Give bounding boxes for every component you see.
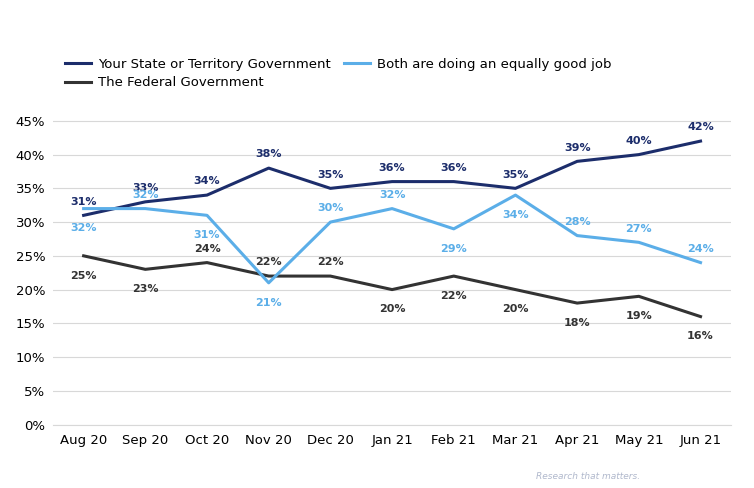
Text: 36%: 36%	[440, 163, 467, 173]
Text: 27%: 27%	[626, 224, 652, 234]
Text: 30%: 30%	[317, 203, 344, 213]
Text: 22%: 22%	[440, 291, 467, 301]
Text: 39%: 39%	[564, 142, 590, 153]
Text: The: The	[537, 438, 553, 447]
Text: 42%: 42%	[687, 122, 714, 132]
Text: 18%: 18%	[564, 318, 590, 328]
Text: 34%: 34%	[502, 210, 529, 220]
Text: 20%: 20%	[379, 305, 406, 314]
Text: 20%: 20%	[502, 305, 529, 314]
Text: 36%: 36%	[379, 163, 406, 173]
Text: 35%: 35%	[317, 169, 344, 180]
Text: 40%: 40%	[626, 136, 652, 146]
Text: 31%: 31%	[70, 197, 97, 206]
Text: 19%: 19%	[626, 311, 652, 321]
Text: 16%: 16%	[687, 331, 714, 342]
Text: 22%: 22%	[317, 257, 344, 267]
Text: 29%: 29%	[440, 244, 467, 254]
Text: 24%: 24%	[194, 244, 220, 254]
Text: 25%: 25%	[70, 271, 97, 281]
Text: 38%: 38%	[256, 149, 282, 159]
Text: 32%: 32%	[132, 190, 158, 200]
Text: 33%: 33%	[132, 183, 158, 193]
Text: 22%: 22%	[256, 257, 282, 267]
Legend: Your State or Territory Government, The Federal Government, Both are doing an eq: Your State or Territory Government, The …	[60, 53, 616, 94]
Text: 28%: 28%	[564, 217, 590, 227]
Text: 34%: 34%	[194, 176, 220, 186]
Text: 35%: 35%	[502, 169, 529, 180]
Text: 23%: 23%	[132, 284, 158, 294]
Text: Australia Institute: Australia Institute	[537, 450, 688, 466]
Text: 24%: 24%	[687, 244, 714, 254]
Text: 31%: 31%	[194, 230, 220, 240]
Text: 32%: 32%	[70, 224, 97, 233]
Text: 21%: 21%	[256, 298, 282, 307]
Text: 32%: 32%	[379, 190, 406, 200]
Text: Research that matters.: Research that matters.	[537, 472, 641, 481]
